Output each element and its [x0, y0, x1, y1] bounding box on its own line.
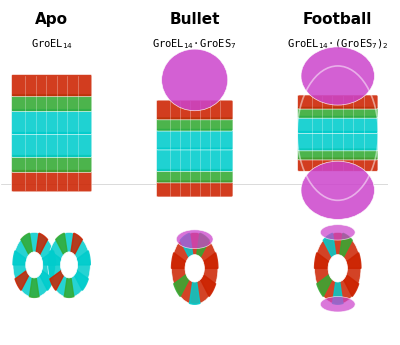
Polygon shape: [190, 268, 200, 304]
Polygon shape: [34, 265, 54, 290]
Ellipse shape: [176, 230, 213, 249]
Polygon shape: [338, 268, 359, 296]
Polygon shape: [314, 253, 338, 268]
Polygon shape: [15, 265, 34, 290]
FancyBboxPatch shape: [12, 155, 92, 172]
Polygon shape: [172, 253, 195, 268]
Text: Football: Football: [303, 12, 372, 27]
FancyBboxPatch shape: [298, 131, 378, 151]
Text: Apo: Apo: [35, 12, 68, 27]
FancyBboxPatch shape: [298, 95, 378, 109]
FancyBboxPatch shape: [156, 169, 233, 183]
Text: GroEL$_{14}$·(GroES$_{7}$)$_{2}$: GroEL$_{14}$·(GroES$_{7}$)$_{2}$: [287, 37, 389, 51]
Polygon shape: [317, 268, 338, 296]
Ellipse shape: [314, 233, 361, 304]
Polygon shape: [332, 268, 343, 304]
Ellipse shape: [60, 252, 78, 278]
Ellipse shape: [328, 255, 348, 282]
Polygon shape: [338, 233, 352, 268]
Ellipse shape: [172, 233, 218, 304]
Ellipse shape: [301, 47, 374, 105]
FancyBboxPatch shape: [12, 109, 92, 135]
Text: Bullet: Bullet: [170, 12, 220, 27]
FancyBboxPatch shape: [156, 128, 233, 150]
Polygon shape: [338, 253, 361, 268]
Polygon shape: [50, 265, 69, 290]
FancyBboxPatch shape: [298, 148, 378, 160]
Polygon shape: [34, 233, 48, 265]
Polygon shape: [30, 265, 39, 297]
FancyBboxPatch shape: [156, 100, 233, 120]
Polygon shape: [48, 251, 69, 265]
Polygon shape: [69, 265, 88, 290]
Polygon shape: [69, 233, 82, 265]
Ellipse shape: [320, 297, 355, 312]
Ellipse shape: [185, 255, 204, 282]
Polygon shape: [69, 251, 90, 265]
FancyBboxPatch shape: [12, 94, 92, 111]
Ellipse shape: [320, 225, 355, 240]
Ellipse shape: [301, 161, 374, 219]
Text: GroEL$_{14}$: GroEL$_{14}$: [30, 37, 73, 51]
Polygon shape: [195, 268, 216, 296]
FancyBboxPatch shape: [156, 147, 233, 171]
Polygon shape: [13, 251, 34, 265]
Polygon shape: [64, 265, 74, 297]
Ellipse shape: [26, 252, 43, 278]
Polygon shape: [56, 233, 69, 265]
Polygon shape: [195, 253, 218, 268]
FancyBboxPatch shape: [298, 157, 378, 171]
FancyBboxPatch shape: [156, 117, 233, 131]
Polygon shape: [21, 233, 34, 265]
FancyBboxPatch shape: [12, 170, 92, 192]
Polygon shape: [174, 268, 195, 296]
Polygon shape: [180, 233, 195, 268]
FancyBboxPatch shape: [12, 132, 92, 157]
FancyBboxPatch shape: [156, 180, 233, 197]
FancyBboxPatch shape: [12, 75, 92, 97]
FancyBboxPatch shape: [298, 116, 378, 134]
FancyBboxPatch shape: [298, 106, 378, 118]
Polygon shape: [195, 233, 209, 268]
Text: GroEL$_{14}$·GroES$_{7}$: GroEL$_{14}$·GroES$_{7}$: [152, 37, 237, 51]
Polygon shape: [34, 251, 56, 265]
Polygon shape: [323, 233, 338, 268]
Ellipse shape: [162, 49, 228, 111]
Ellipse shape: [13, 233, 56, 297]
Ellipse shape: [48, 233, 90, 297]
